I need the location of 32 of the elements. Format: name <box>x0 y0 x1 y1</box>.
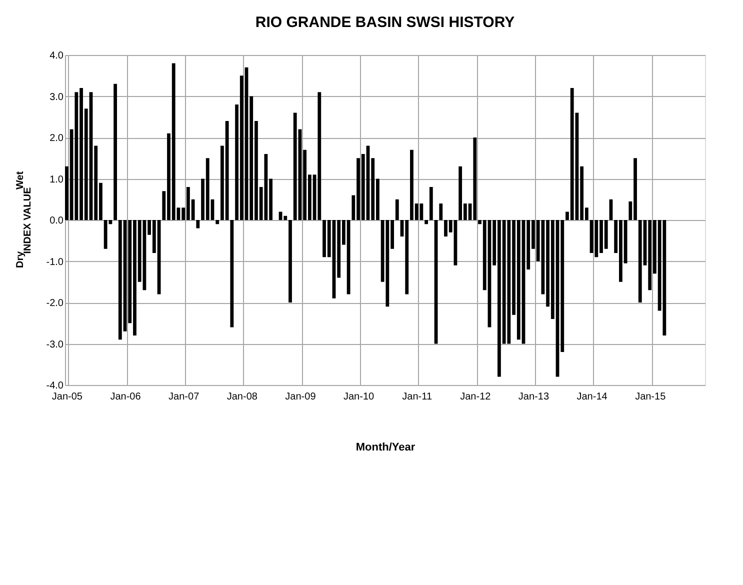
x-tick-label: Jan-08 <box>226 392 258 402</box>
bar <box>395 199 399 220</box>
bar <box>439 204 443 220</box>
bar <box>424 220 428 224</box>
bar <box>196 220 200 228</box>
y-tick-label: -1.0 <box>46 256 64 268</box>
x-tick-label: Jan-12 <box>460 392 492 402</box>
x-tick-label: Jan-05 <box>52 392 83 402</box>
bar <box>288 220 292 302</box>
bar <box>216 220 220 224</box>
x-axis-title: Month/Year <box>356 442 416 454</box>
x-tick-label: Jan-09 <box>285 392 316 402</box>
y-tick-label: 1.0 <box>50 174 64 186</box>
y-tick-label: 0.0 <box>50 216 64 226</box>
x-tick-label: Jan-06 <box>110 392 142 402</box>
text: Wet <box>15 170 26 190</box>
bar <box>114 84 117 220</box>
chart-title: RIO GRANDE BASIN SWSI HISTORY <box>255 14 515 31</box>
bar <box>230 220 234 328</box>
x-tick-label: Jan-15 <box>635 392 666 402</box>
y-tick-label: 4.0 <box>50 50 64 62</box>
y-tick-label: 2.0 <box>50 133 64 144</box>
x-tick-label: Jan-10 <box>343 392 374 402</box>
y-tick-label: -2.0 <box>46 298 64 309</box>
x-tick-label: Jan-13 <box>518 392 550 402</box>
y-tick-label: -4.0 <box>46 380 64 392</box>
bar <box>429 187 433 220</box>
x-tick-label: Jan-14 <box>576 392 608 402</box>
x-tick-label: Jan-07 <box>168 392 200 402</box>
x-tick-label: Jan-11 <box>402 392 432 402</box>
y-tick-label: -3.0 <box>46 339 64 350</box>
y-tick-label: 3.0 <box>50 92 64 103</box>
